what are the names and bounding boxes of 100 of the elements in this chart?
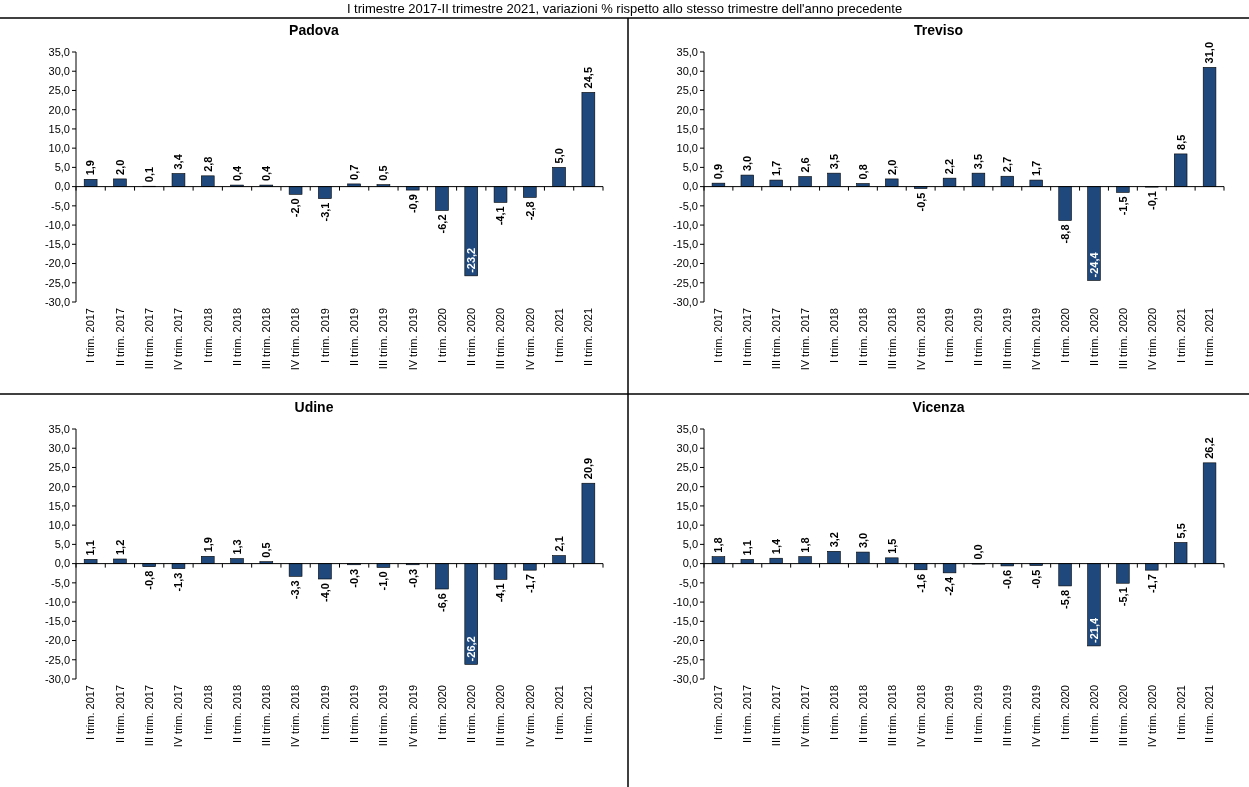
x-tick-label: IV trim. 2018 <box>914 308 927 371</box>
x-tick-label: III trim. 2017 <box>770 685 783 747</box>
chart-title: Udine <box>294 399 334 415</box>
data-label: -0,6 <box>1001 569 1014 589</box>
data-label: 0,7 <box>347 164 360 180</box>
x-tick-label: I trim. 2021 <box>552 308 565 364</box>
y-tick-label: 0,0 <box>54 557 70 570</box>
data-label: 1,7 <box>1030 160 1043 177</box>
data-label: 2,0 <box>113 159 126 175</box>
x-tick-label: I trim. 2019 <box>318 308 331 364</box>
x-tick-label: I trim. 2017 <box>712 685 725 741</box>
x-tick-label: II trim. 2019 <box>972 685 985 744</box>
data-label: -0,5 <box>914 192 927 212</box>
x-tick-label: I trim. 2018 <box>827 308 840 364</box>
y-tick-label: 30,0 <box>48 65 70 78</box>
data-label: 5,0 <box>552 148 565 164</box>
y-tick-label: 25,0 <box>676 461 698 474</box>
x-tick-label: II trim. 2018 <box>856 308 869 367</box>
y-tick-label: -30,0 <box>672 672 698 685</box>
y-tick-label: -5,0 <box>51 199 70 212</box>
y-tick-label: -30,0 <box>672 295 698 308</box>
chart-title: Treviso <box>913 22 964 38</box>
y-tick-label: 0,0 <box>54 180 70 193</box>
x-tick-label: III trim. 2018 <box>260 685 273 747</box>
x-tick-label: III trim. 2018 <box>885 685 898 747</box>
x-tick-label: II trim. 2021 <box>1203 308 1216 367</box>
data-label: 2,8 <box>201 156 214 172</box>
y-tick-label: 20,0 <box>48 103 70 116</box>
x-tick-label: III trim. 2020 <box>1116 685 1129 747</box>
x-tick-label: I trim. 2018 <box>201 308 214 364</box>
data-label: 3,0 <box>741 155 754 172</box>
x-tick-label: III trim. 2020 <box>1116 308 1129 370</box>
data-label: 20,9 <box>582 457 595 480</box>
x-tick-label: I trim. 2020 <box>1058 308 1071 364</box>
y-tick-label: 0,0 <box>682 180 698 193</box>
x-tick-label: I trim. 2020 <box>435 308 448 364</box>
y-tick-label: -15,0 <box>44 238 70 251</box>
data-label: 0,4 <box>260 164 273 182</box>
data-label: 0,0 <box>972 544 985 560</box>
data-label: 1,3 <box>230 539 243 555</box>
x-tick-label: I trim. 2017 <box>84 685 97 741</box>
y-tick-label: 5,0 <box>682 538 698 551</box>
data-label: 1,4 <box>770 538 783 555</box>
x-tick-label: IV trim. 2017 <box>798 685 811 748</box>
data-label: -0,9 <box>406 194 419 214</box>
data-label: 2,1 <box>552 536 565 552</box>
x-tick-label: IV trim. 2017 <box>798 308 811 371</box>
data-label: 3,2 <box>827 532 840 548</box>
y-tick-label: 30,0 <box>676 65 698 78</box>
y-tick-label: 35,0 <box>48 45 70 58</box>
data-label: 0,5 <box>377 165 390 181</box>
data-label: -6,6 <box>435 593 448 612</box>
y-tick-label: -25,0 <box>672 653 698 666</box>
data-label: 0,5 <box>260 542 273 558</box>
x-tick-label: III trim. 2018 <box>885 308 898 370</box>
data-label: 3,4 <box>172 153 185 170</box>
x-tick-label: II trim. 2021 <box>582 685 595 744</box>
x-tick-label: IV trim. 2020 <box>1145 685 1158 748</box>
x-tick-label: IV trim. 2018 <box>289 308 302 371</box>
data-label: 26,2 <box>1203 437 1216 459</box>
y-tick-label: 5,0 <box>682 161 698 174</box>
data-label: 2,0 <box>885 159 898 175</box>
y-tick-label: 10,0 <box>48 142 70 154</box>
y-tick-label: 25,0 <box>48 461 70 474</box>
data-label: 24,5 <box>582 66 595 89</box>
x-tick-label: II trim. 2020 <box>1087 685 1100 744</box>
y-tick-label: -15,0 <box>672 238 698 251</box>
x-tick-label: IV trim. 2020 <box>1145 308 1158 371</box>
data-label: 2,2 <box>943 158 956 175</box>
data-label: 31,0 <box>1203 41 1216 64</box>
x-tick-label: III trim. 2017 <box>143 685 156 747</box>
y-tick-label: 30,0 <box>676 442 698 455</box>
x-tick-label: I trim. 2021 <box>1174 308 1187 364</box>
y-tick-label: 25,0 <box>676 84 698 97</box>
x-tick-label: IV trim. 2020 <box>523 685 536 748</box>
y-tick-label: -20,0 <box>44 257 70 270</box>
x-tick-label: I trim. 2018 <box>827 685 840 741</box>
x-tick-label: II trim. 2017 <box>741 308 754 367</box>
chart-title: Vicenza <box>912 399 965 415</box>
x-tick-label: I trim. 2021 <box>1174 685 1187 741</box>
data-label: 1,1 <box>84 540 97 556</box>
data-label: -2,0 <box>289 198 302 218</box>
x-tick-label: II trim. 2020 <box>465 308 478 367</box>
y-tick-label: -15,0 <box>44 615 70 628</box>
y-tick-label: -5,0 <box>679 199 698 212</box>
x-tick-label: IV trim. 2019 <box>406 685 419 748</box>
x-tick-label: II trim. 2018 <box>230 308 243 367</box>
data-label: 5,5 <box>1174 523 1187 539</box>
data-label: -4,1 <box>494 583 507 603</box>
data-label: -23,2 <box>465 247 478 273</box>
data-label: 1,8 <box>798 537 811 553</box>
x-tick-label: III trim. 2019 <box>1001 685 1014 747</box>
y-tick-label: 20,0 <box>676 103 698 116</box>
data-label: 0,9 <box>712 163 725 180</box>
y-tick-label: -25,0 <box>672 276 698 289</box>
y-tick-label: 10,0 <box>676 519 698 531</box>
y-tick-label: -15,0 <box>672 615 698 628</box>
data-label: 1,9 <box>84 160 97 176</box>
data-label: 8,5 <box>1174 134 1187 150</box>
x-tick-label: II trim. 2020 <box>1087 308 1100 367</box>
